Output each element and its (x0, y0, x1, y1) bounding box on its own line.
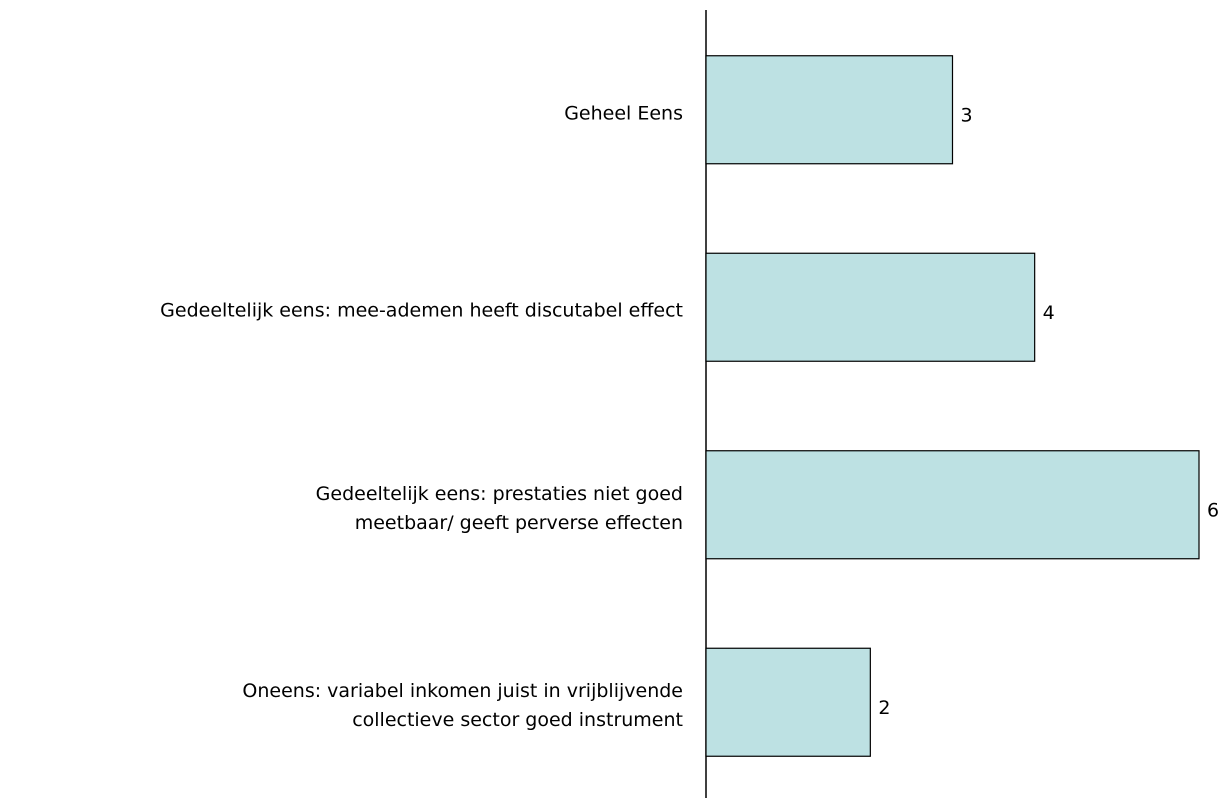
bar (705, 450, 1200, 560)
value-label: 6 (1207, 499, 1219, 521)
value-label: 4 (1043, 302, 1055, 324)
category-label: Oneens: variabel inkomen juist in vrijbl… (242, 680, 683, 732)
bar (705, 647, 871, 757)
bar (705, 55, 954, 165)
category-label: Gedeeltelijk eens: prestaties niet goed … (315, 482, 683, 534)
value-label: 3 (961, 104, 973, 126)
value-label: 2 (878, 697, 890, 719)
bar (705, 252, 1036, 362)
category-label: Gedeeltelijk eens: mee-ademen heeft disc… (160, 299, 683, 322)
category-label: Geheel Eens (564, 102, 683, 125)
